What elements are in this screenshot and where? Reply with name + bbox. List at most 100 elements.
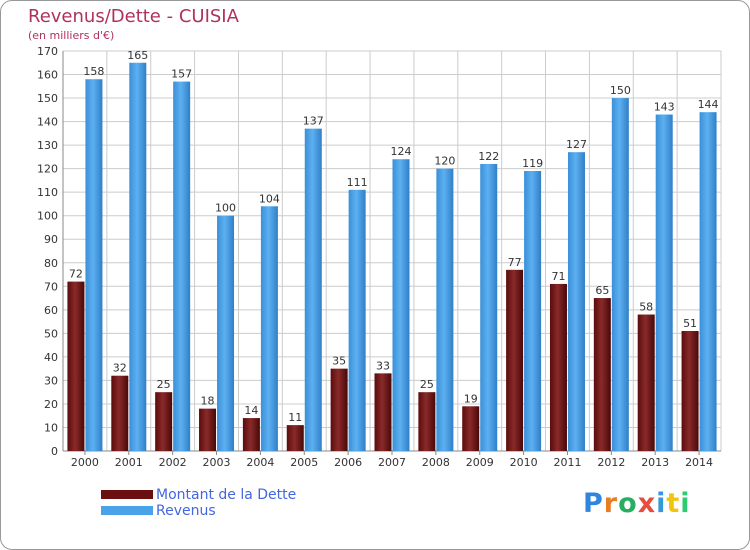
value-label-dette: 58 [639,301,653,314]
value-label-dette: 51 [683,317,697,330]
y-tick-label: 70 [44,280,58,293]
logo-letter: t [666,488,681,519]
proxiti-logo: Proxiti [583,488,691,519]
y-tick-label: 110 [37,186,58,199]
x-tick-label: 2006 [334,456,362,469]
value-label-dette: 33 [376,359,390,372]
value-label-revenus: 127 [566,138,587,151]
value-label-revenus: 143 [654,101,675,114]
bar-dette [418,392,436,451]
y-tick-label: 170 [37,45,58,58]
value-labels: 72 32 25 18 14 11 35 33 25 19 77 71 65 58 51 158 165 157 1… [69,49,719,424]
chart-subtitle: (en milliers d'€) [28,29,115,42]
bar-dette [549,283,567,451]
y-tick-label: 90 [44,233,58,246]
bar-revenus [173,81,191,452]
bar-dette [330,368,348,451]
bar-dette [506,269,524,451]
y-tick-label: 0 [51,445,58,458]
y-tick-label: 10 [44,421,58,434]
x-tick-label: 2010 [510,456,538,469]
value-label-dette: 71 [551,270,565,283]
value-label-dette: 25 [157,378,171,391]
bar-revenus [436,168,454,451]
bar-revenus [217,215,235,451]
logo-letter: i [680,488,691,519]
x-tick-label: 2003 [203,456,231,469]
grid-lines [62,50,722,452]
value-label-dette: 14 [244,404,258,417]
value-label-revenus: 158 [83,65,104,78]
value-label-revenus: 157 [171,68,192,81]
logo-letter: r [603,488,619,519]
y-tick-label: 60 [44,304,58,317]
bar-revenus [567,152,585,452]
value-label-dette: 32 [113,362,127,375]
bar-dette [681,331,699,451]
value-label-revenus: 104 [259,192,280,205]
bar-dette [111,375,129,451]
y-tick-label: 40 [44,351,58,364]
legend-label-revenus: Revenus [156,503,216,519]
x-tick-label: 2000 [71,456,99,469]
bar-revenus [85,79,103,451]
value-label-dette: 35 [332,355,346,368]
logo-letter: i [656,488,667,519]
value-label-dette: 72 [69,268,83,281]
bar-revenus [260,206,278,451]
chart-title: Revenus/Dette - CUISIA [28,6,239,27]
value-label-revenus: 120 [434,155,455,168]
bar-dette [462,406,480,451]
y-tick-label: 160 [37,69,58,82]
bar-revenus [392,159,410,451]
bar-revenus [699,112,717,452]
legend-swatch-dette [101,490,153,499]
logo-letter: P [583,488,604,519]
bar-dette [637,314,655,451]
x-tick-label: 2004 [246,456,274,469]
logo-letter: x [637,488,657,519]
y-tick-label: 80 [44,257,58,270]
axes: 0 10 20 30 40 50 60 70 80 90 100 110 120 130 140 150 160… [37,45,721,469]
bar-revenus [524,171,542,451]
value-label-revenus: 100 [215,202,236,215]
x-tick-label: 2001 [115,456,143,469]
value-label-revenus: 119 [522,157,543,170]
y-tick-label: 120 [37,163,58,176]
value-label-revenus: 111 [347,176,368,189]
bar-revenus [611,98,629,451]
bar-revenus [655,114,673,451]
value-label-revenus: 137 [303,115,324,128]
y-tick-label: 100 [37,210,58,223]
legend-swatch-revenus [101,506,153,515]
logo-letter: o [618,488,638,519]
bar-dette [286,425,304,451]
x-tick-label: 2002 [159,456,187,469]
y-tick-label: 150 [37,92,58,105]
bar-revenus [304,128,322,451]
x-tick-label: 2009 [466,456,494,469]
x-tick-label: 2008 [422,456,450,469]
value-label-revenus: 165 [127,49,148,62]
y-tick-label: 20 [44,398,58,411]
value-label-revenus: 122 [478,150,499,163]
value-label-revenus: 150 [610,84,631,97]
value-label-revenus: 144 [698,98,719,111]
value-label-dette: 11 [288,411,302,424]
bar-revenus [129,62,147,451]
value-label-revenus: 124 [391,145,412,158]
value-label-dette: 19 [464,392,478,405]
bar-dette [374,373,392,451]
bars [67,62,717,452]
bar-dette [242,418,260,451]
x-tick-label: 2007 [378,456,406,469]
bar-revenus [480,163,498,452]
y-tick-label: 130 [37,139,58,152]
value-label-dette: 65 [595,284,609,297]
legend-label-dette: Montant de la Dette [156,487,297,503]
bar-dette [67,281,85,451]
x-tick-label: 2011 [553,456,581,469]
y-tick-label: 50 [44,327,58,340]
